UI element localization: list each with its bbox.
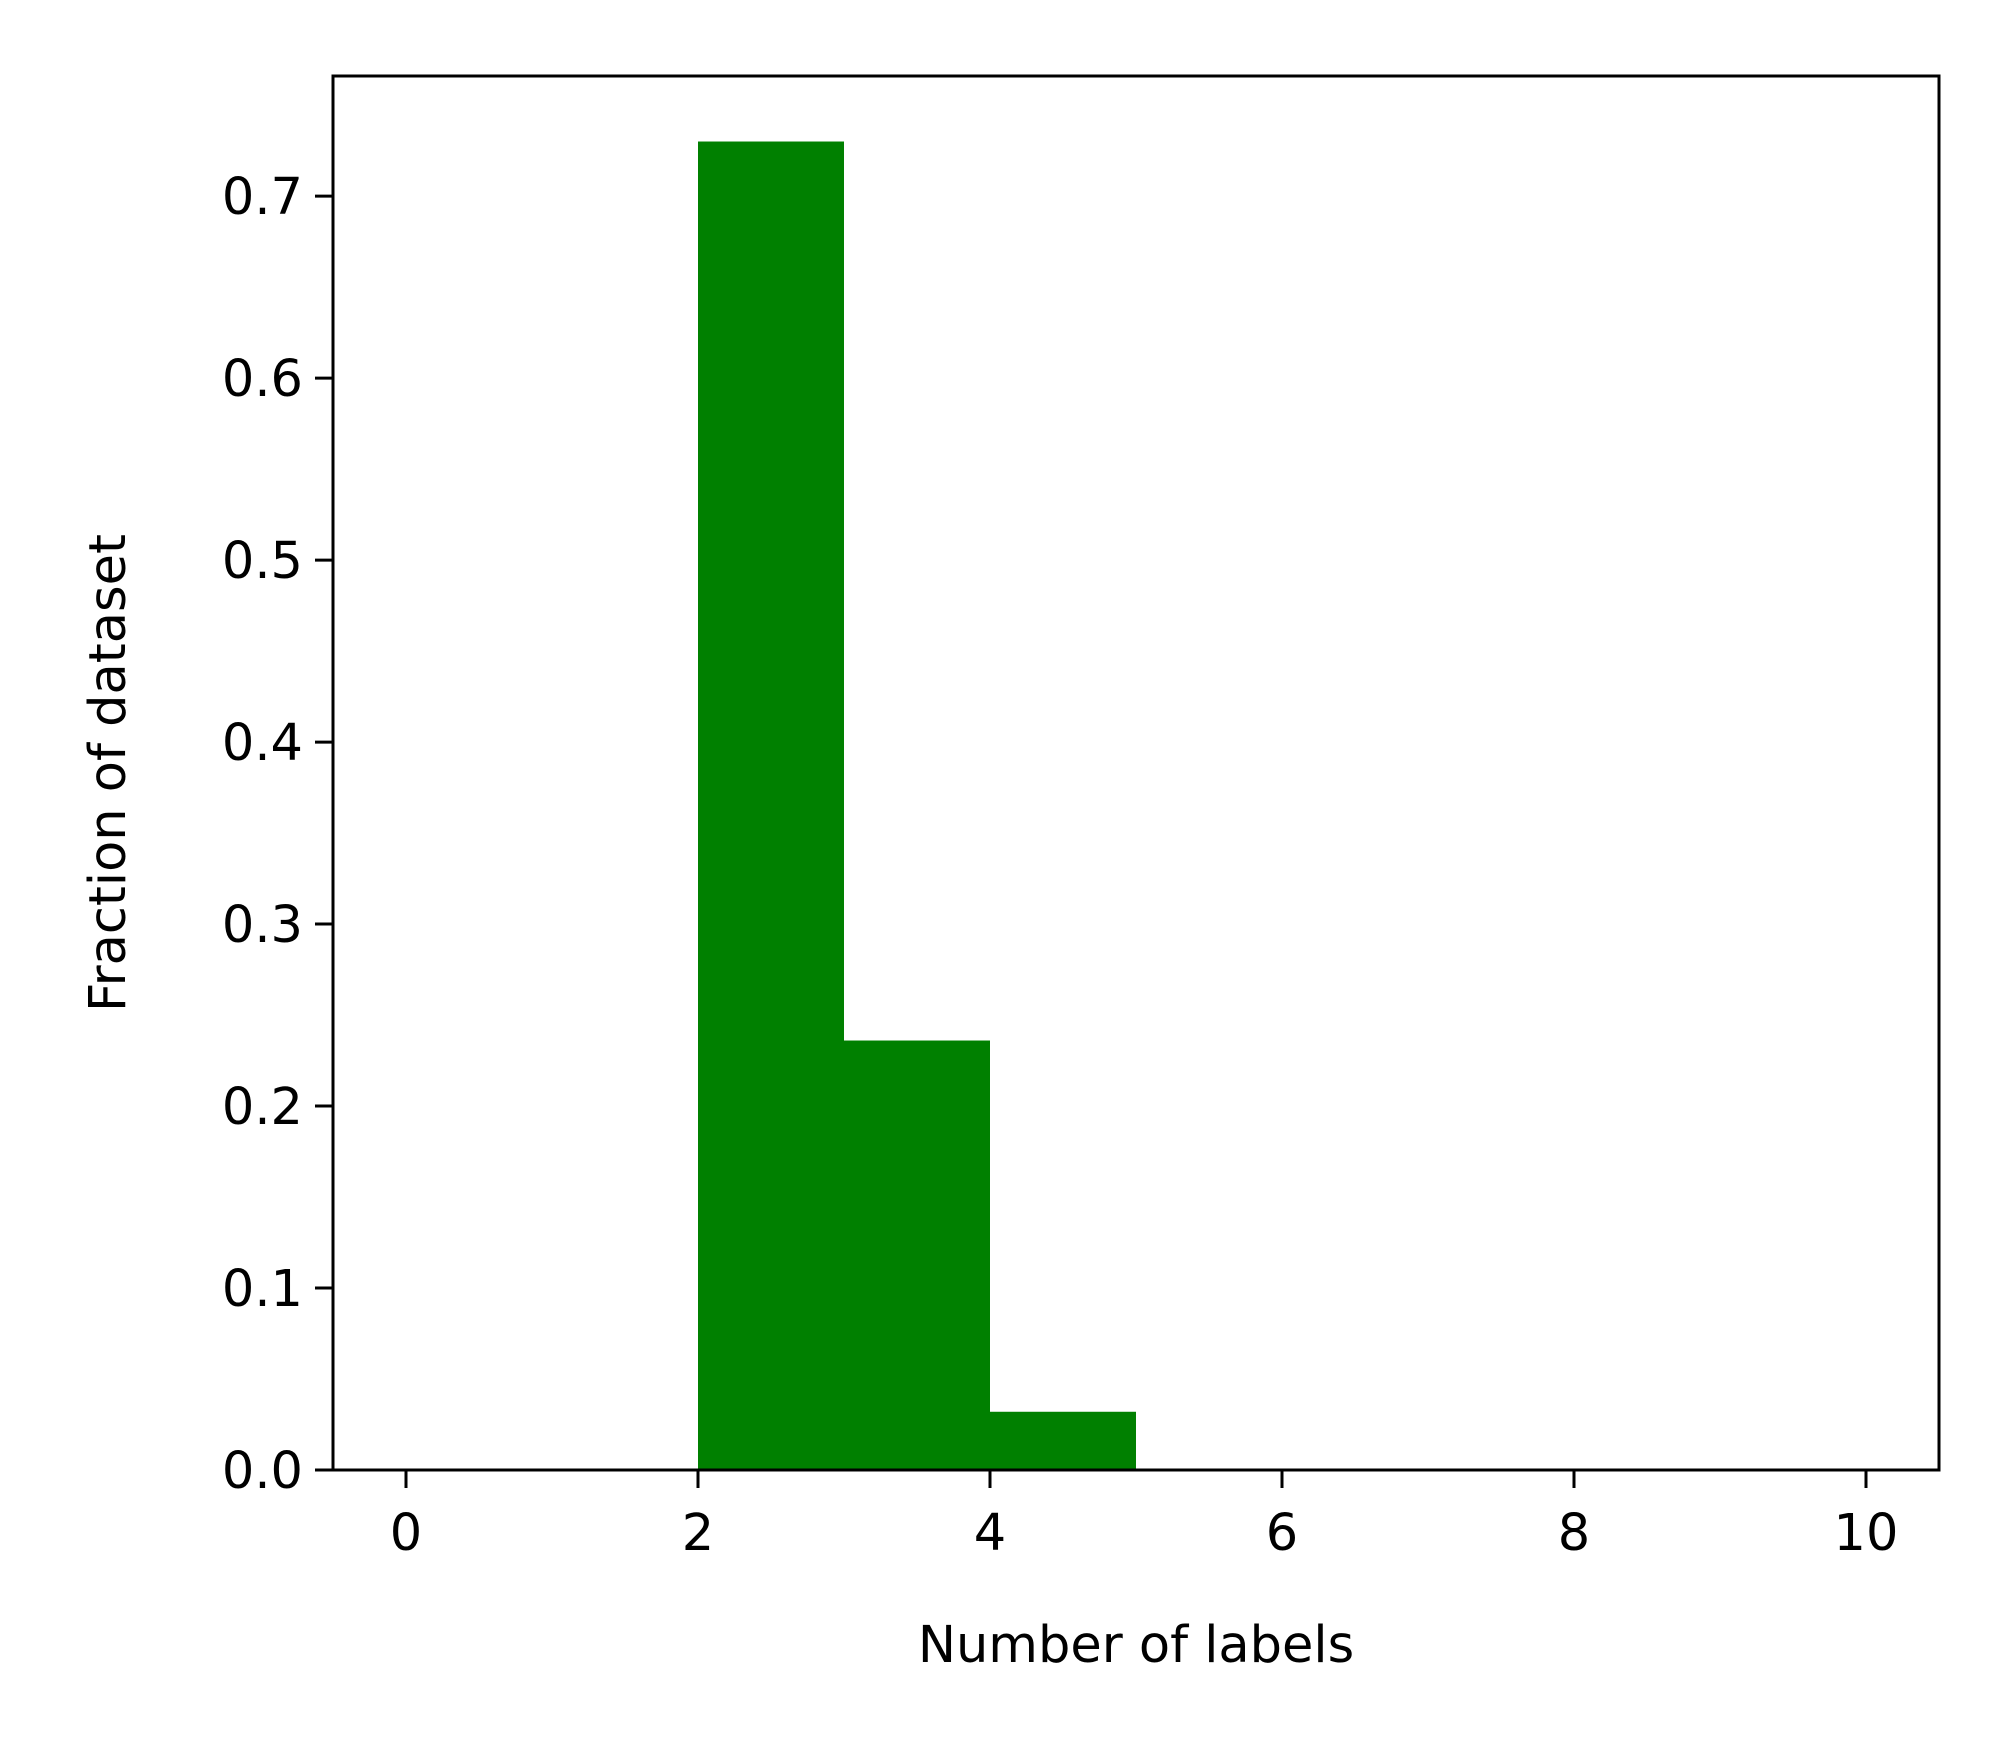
- y-tick-label: 0.4: [222, 714, 303, 773]
- y-tick-label: 0.3: [222, 896, 303, 955]
- x-axis-label: Number of labels: [918, 1616, 1354, 1675]
- x-tick-label: 2: [682, 1504, 714, 1563]
- x-tick-label: 10: [1834, 1504, 1899, 1563]
- histogram-bar: [990, 1411, 1136, 1470]
- y-tick-label: 0.2: [222, 1078, 303, 1137]
- y-axis-label: Fraction of dataset: [79, 534, 138, 1012]
- y-tick-label: 0.5: [222, 532, 303, 591]
- x-tick-label: 6: [1266, 1504, 1298, 1563]
- y-tick-label: 0.1: [222, 1260, 303, 1319]
- y-tick-label: 0.7: [222, 168, 303, 227]
- plot-frame: [331, 74, 1941, 1472]
- y-axis-ticks: 0.0 0.1 0.2 0.3 0.4 0.5 0.6 0.7: [222, 168, 333, 1501]
- x-tick-label: 4: [974, 1504, 1006, 1563]
- x-axis-ticks: 0 2 4 6 8 10: [390, 1470, 1899, 1563]
- x-tick-label: 0: [390, 1504, 422, 1563]
- x-tick-label: 8: [1558, 1504, 1590, 1563]
- bars-layer: [698, 141, 1136, 1470]
- histogram-bar: [844, 1040, 990, 1470]
- y-tick-label: 0.6: [222, 350, 303, 409]
- histogram-bar: [698, 141, 844, 1470]
- y-tick-label: 0.0: [222, 1442, 303, 1501]
